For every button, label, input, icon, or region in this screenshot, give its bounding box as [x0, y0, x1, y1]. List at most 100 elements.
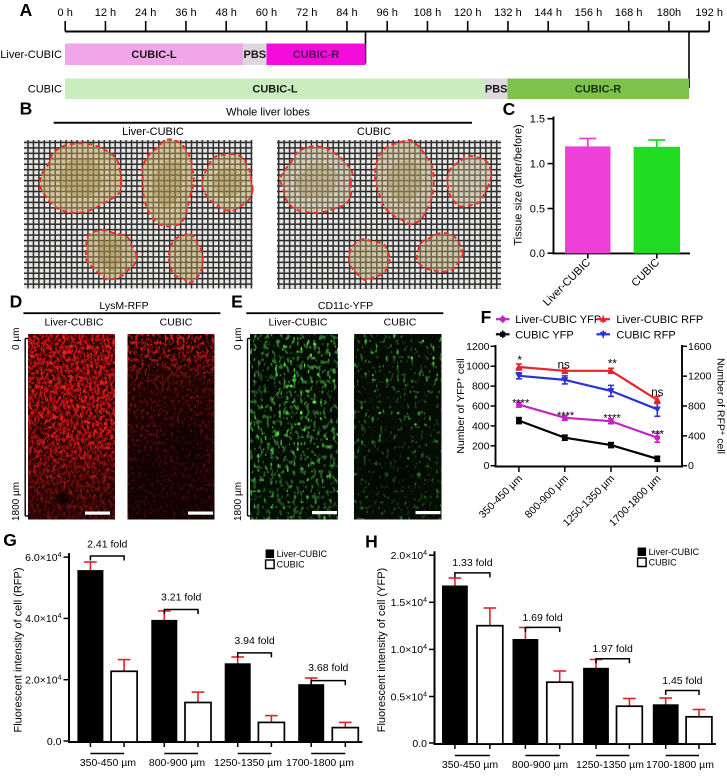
svg-text:2.0×104: 2.0×104	[391, 550, 427, 562]
svg-text:0.5: 0.5	[530, 203, 545, 215]
svg-text:4.0×104: 4.0×104	[25, 613, 61, 625]
svg-text:1.5: 1.5	[530, 114, 545, 126]
svg-text:*: *	[517, 355, 522, 367]
svg-text:800-900 µm: 800-900 µm	[149, 757, 206, 769]
svg-text:200: 200	[472, 440, 490, 452]
svg-text:ns: ns	[651, 387, 663, 399]
svg-text:Whole liver lobes: Whole liver lobes	[226, 107, 310, 119]
svg-text:1.69 fold: 1.69 fold	[522, 612, 562, 624]
svg-text:****: ****	[604, 413, 622, 425]
svg-text:CUBIC-L: CUBIC-L	[252, 84, 297, 96]
svg-text:Liver-CUBIC: Liver-CUBIC	[649, 547, 700, 557]
svg-text:PBS: PBS	[243, 49, 266, 61]
svg-text:600: 600	[472, 401, 490, 413]
svg-text:1250-1350 µm: 1250-1350 µm	[576, 759, 644, 771]
svg-text:LysM-RFP: LysM-RFP	[99, 300, 148, 312]
svg-text:120 h: 120 h	[454, 7, 482, 19]
svg-text:1700-1800 µm: 1700-1800 µm	[646, 759, 714, 771]
svg-text:***: ***	[651, 429, 665, 441]
svg-text:CUBIC: CUBIC	[160, 317, 193, 329]
svg-text:60 h: 60 h	[256, 7, 277, 19]
svg-text:1200: 1200	[466, 341, 490, 353]
svg-text:H: H	[365, 532, 378, 552]
svg-text:3.21 fold: 3.21 fold	[161, 592, 201, 604]
svg-text:****: ****	[512, 398, 530, 410]
svg-text:0.0: 0.0	[47, 736, 62, 748]
svg-text:CUBIC YFP: CUBIC YFP	[515, 329, 573, 341]
svg-text:ns: ns	[558, 360, 570, 372]
svg-text:D: D	[10, 292, 23, 312]
svg-text:48 h: 48 h	[215, 7, 236, 19]
svg-text:CUBIC: CUBIC	[357, 126, 391, 138]
svg-text:168 h: 168 h	[615, 7, 643, 19]
svg-text:2.41 fold: 2.41 fold	[87, 538, 127, 550]
svg-text:Liver-CUBIC YFP: Liver-CUBIC YFP	[515, 314, 601, 326]
svg-text:CUBIC: CUBIC	[384, 317, 417, 329]
svg-text:1250-1350 µm: 1250-1350 µm	[214, 757, 282, 769]
svg-text:CUBIC RFP: CUBIC RFP	[616, 329, 675, 341]
svg-text:350-450 µm: 350-450 µm	[80, 757, 137, 769]
svg-text:Liver-CUBIC: Liver-CUBIC	[122, 126, 184, 138]
svg-text:0 µm: 0 µm	[233, 328, 244, 350]
svg-text:72 h: 72 h	[296, 7, 317, 19]
svg-text:180h: 180h	[657, 7, 681, 19]
svg-text:0: 0	[688, 460, 694, 472]
svg-text:G: G	[3, 530, 17, 550]
svg-text:0.0: 0.0	[412, 738, 427, 750]
svg-text:1.0: 1.0	[530, 158, 545, 170]
svg-text:0.0: 0.0	[530, 248, 545, 260]
svg-text:1600: 1600	[688, 341, 712, 353]
svg-text:Liver-CUBIC: Liver-CUBIC	[45, 317, 104, 329]
svg-text:6.0×104: 6.0×104	[25, 552, 61, 564]
svg-text:CUBIC: CUBIC	[277, 560, 306, 570]
svg-text:CUBIC: CUBIC	[28, 84, 62, 96]
svg-text:3.94 fold: 3.94 fold	[234, 635, 274, 647]
svg-text:CUBIC-R: CUBIC-R	[575, 84, 621, 96]
svg-text:Liver-CUBIC: Liver-CUBIC	[0, 49, 62, 61]
svg-text:192 h: 192 h	[695, 7, 723, 19]
svg-text:Number of YFP+ cell: Number of YFP+ cell	[454, 358, 467, 453]
svg-text:1700-1800 µm: 1700-1800 µm	[286, 757, 354, 769]
svg-text:0.5×104: 0.5×104	[391, 691, 427, 703]
svg-text:CD11c-YFP: CD11c-YFP	[318, 300, 373, 312]
svg-text:1.0×104: 1.0×104	[391, 644, 427, 656]
svg-text:1200: 1200	[688, 371, 712, 383]
svg-text:1.33 fold: 1.33 fold	[452, 557, 492, 569]
svg-text:800: 800	[472, 381, 490, 393]
svg-text:CUBIC-R: CUBIC-R	[293, 49, 339, 61]
svg-text:C: C	[503, 99, 516, 119]
svg-text:132 h: 132 h	[494, 7, 522, 19]
svg-text:84 h: 84 h	[336, 7, 357, 19]
svg-text:0: 0	[484, 460, 490, 472]
svg-text:1800 µm: 1800 µm	[11, 482, 22, 521]
svg-text:Liver-CUBIC: Liver-CUBIC	[277, 549, 328, 559]
svg-text:1.45 fold: 1.45 fold	[662, 675, 702, 687]
svg-text:PBS: PBS	[485, 84, 508, 96]
svg-text:156 h: 156 h	[575, 7, 603, 19]
svg-text:1.5×104: 1.5×104	[391, 597, 427, 609]
svg-text:400: 400	[688, 430, 706, 442]
svg-text:12 h: 12 h	[95, 7, 116, 19]
svg-text:3.68 fold: 3.68 fold	[308, 662, 348, 674]
svg-text:Liver-CUBIC: Liver-CUBIC	[269, 317, 328, 329]
svg-text:Tissue size (after/before): Tissue size (after/before)	[513, 124, 525, 245]
svg-text:1.97 fold: 1.97 fold	[593, 643, 633, 655]
svg-text:800-900 µm: 800-900 µm	[512, 759, 569, 771]
svg-text:Fluorescent intensity of cell: Fluorescent intensity of cell (YFP)	[376, 568, 388, 732]
svg-text:350-450 µm: 350-450 µm	[442, 759, 499, 771]
svg-text:800: 800	[688, 401, 706, 413]
svg-text:Fluorescent intensity of cell: Fluorescent intensity of cell (RFP)	[13, 567, 25, 732]
svg-text:96 h: 96 h	[376, 7, 397, 19]
svg-text:144 h: 144 h	[534, 7, 562, 19]
svg-text:400: 400	[472, 420, 490, 432]
svg-text:108 h: 108 h	[414, 7, 442, 19]
svg-text:0 h: 0 h	[58, 7, 73, 19]
svg-text:36 h: 36 h	[175, 7, 196, 19]
svg-text:****: ****	[557, 410, 575, 422]
svg-text:A: A	[20, 0, 33, 20]
svg-text:24 h: 24 h	[135, 7, 156, 19]
svg-text:1800 µm: 1800 µm	[233, 482, 244, 521]
svg-text:CUBIC: CUBIC	[649, 558, 678, 568]
svg-text:**: **	[608, 359, 617, 371]
svg-text:Number of RFP+ cell: Number of RFP+ cell	[715, 358, 727, 454]
